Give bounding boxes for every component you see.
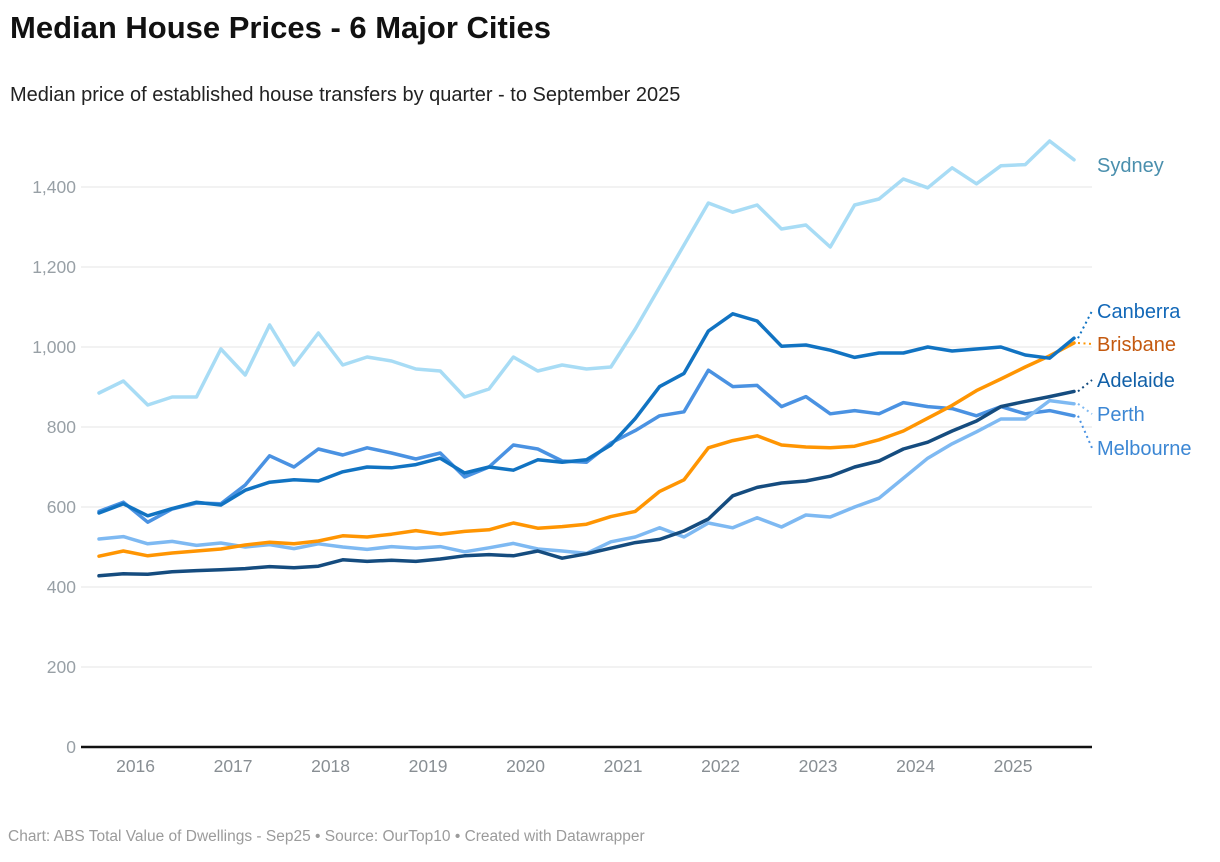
y-tick-label: 1,400 bbox=[32, 177, 76, 197]
y-tick-label: 600 bbox=[47, 497, 76, 517]
x-tick-label: 2019 bbox=[409, 756, 448, 776]
x-tick-label: 2020 bbox=[506, 756, 545, 776]
leader-line-perth bbox=[1077, 402, 1093, 415]
x-tick-label: 2024 bbox=[896, 756, 935, 776]
leader-line-melbourne bbox=[1077, 415, 1093, 449]
series-label-melbourne: Melbourne bbox=[1097, 438, 1192, 460]
x-tick-label: 2021 bbox=[604, 756, 643, 776]
x-tick-label: 2022 bbox=[701, 756, 740, 776]
series-line-brisbane[interactable] bbox=[97, 341, 1076, 558]
series-label-perth: Perth bbox=[1097, 404, 1145, 426]
chart-area: 0 200 400 600 800 1,000 1,200 1,400 2016 2017 2018… bbox=[0, 130, 1220, 790]
x-tick-label: 2016 bbox=[116, 756, 155, 776]
series-label-sydney: Sydney bbox=[1097, 155, 1164, 177]
y-tick-label: 800 bbox=[47, 417, 76, 437]
series-line-adelaide[interactable] bbox=[97, 389, 1076, 578]
chart-subtitle: Median price of established house transf… bbox=[10, 84, 681, 106]
series-label-canberra: Canberra bbox=[1097, 301, 1181, 323]
series-line-canberra[interactable] bbox=[97, 312, 1076, 518]
chart-title: Median House Prices - 6 Major Cities bbox=[10, 10, 551, 45]
x-tick-label: 2023 bbox=[799, 756, 838, 776]
series-label-adelaide: Adelaide bbox=[1097, 370, 1175, 392]
y-tick-label: 0 bbox=[66, 737, 76, 757]
chart-footer: Chart: ABS Total Value of Dwellings - Se… bbox=[8, 828, 645, 845]
y-tick-label: 200 bbox=[47, 657, 76, 677]
series-line-perth[interactable] bbox=[97, 398, 1076, 556]
leader-line-adelaide bbox=[1077, 379, 1093, 393]
series-line-melbourne[interactable] bbox=[97, 368, 1076, 524]
series-line-sydney[interactable] bbox=[97, 139, 1076, 407]
series-label-brisbane: Brisbane bbox=[1097, 334, 1176, 356]
x-tick-label: 2018 bbox=[311, 756, 350, 776]
line-chart-canvas[interactable]: 0 200 400 600 800 1,000 1,200 1,400 2016 2017 2018… bbox=[0, 130, 1220, 790]
y-tick-label: 1,000 bbox=[32, 337, 76, 357]
x-tick-label: 2025 bbox=[994, 756, 1033, 776]
y-tick-label: 400 bbox=[47, 577, 76, 597]
leader-line-brisbane bbox=[1077, 342, 1093, 345]
leader-line-canberra bbox=[1077, 310, 1093, 339]
y-tick-label: 1,200 bbox=[32, 257, 76, 277]
x-tick-label: 2017 bbox=[214, 756, 253, 776]
